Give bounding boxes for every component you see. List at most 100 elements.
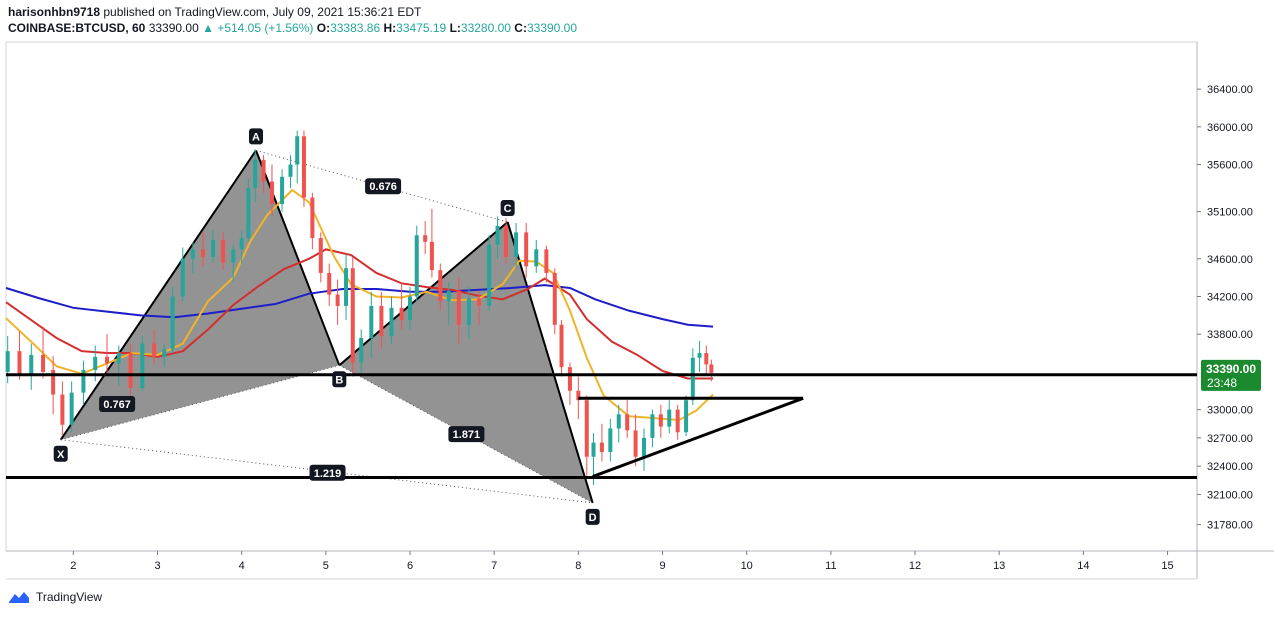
last-price: 33390.00 [148, 21, 199, 35]
pattern-point-b-bg [332, 371, 347, 388]
candle-body [140, 343, 145, 388]
candle-body [288, 164, 293, 177]
last-price-tag-countdown: 23:48 [1207, 376, 1237, 390]
ratio-label: 0.767 [103, 399, 131, 411]
candle-body [17, 351, 22, 376]
candle-body [93, 356, 98, 371]
price-tick-label: 33800.00 [1207, 329, 1253, 341]
candle-body [446, 290, 451, 302]
candle-body [105, 356, 110, 364]
candle-body [466, 298, 471, 325]
candle-body [5, 351, 10, 372]
candle-body [128, 353, 133, 388]
candle-body [318, 238, 323, 273]
candle-body [200, 249, 205, 257]
price-tick-label: 32400.00 [1207, 461, 1253, 473]
candle-body [625, 414, 630, 431]
candle-body [280, 176, 285, 205]
candle-body [608, 428, 613, 453]
high-label: H: [383, 21, 397, 35]
candle-body [152, 343, 157, 357]
pattern-point-a: A [252, 131, 260, 143]
candle-body [246, 188, 251, 239]
candle-body [408, 296, 413, 321]
candle-body [552, 272, 557, 325]
brand-name: TradingView [36, 590, 103, 604]
close-value: 33390.00 [526, 21, 578, 35]
time-tick-label: 5 [323, 560, 329, 572]
pattern-point-c-bg [500, 200, 515, 217]
pattern-ratio-line-0 [60, 364, 340, 441]
price-tick-label: 31780.00 [1207, 520, 1253, 532]
candle-body [335, 294, 340, 306]
pattern-leg-3 [506, 221, 594, 504]
candle-body [423, 235, 428, 242]
price-tick-label: 36400.00 [1207, 84, 1253, 96]
candle-body [359, 337, 364, 363]
open-value: 33383.86 [330, 21, 381, 35]
time-tick-label: 10 [741, 560, 753, 572]
pattern-point-d-bg [585, 508, 600, 525]
tradingview-logo-icon [9, 592, 29, 603]
ratio-label: 1.219 [314, 468, 342, 480]
price-chart[interactable]: X A B C D 0.676 0.767 1.871 1.219 36400.00 36000.… [0, 0, 1274, 590]
candle-body [389, 307, 394, 337]
candle-body [379, 305, 384, 337]
candle-body [544, 249, 549, 273]
candle-body [327, 272, 332, 295]
candle-body [231, 249, 236, 263]
candle-body [616, 414, 621, 429]
symbol-label[interactable]: COINBASE:BTCUSD, 60 [8, 21, 146, 35]
candle-body [60, 394, 65, 425]
low-label: L: [449, 21, 461, 35]
author-name[interactable]: harisonhbn9718 [8, 5, 101, 19]
candle-body [369, 305, 374, 338]
publish-line: harisonhbn9718 published on TradingView.… [8, 4, 577, 20]
time-tick-label: 8 [575, 560, 581, 572]
pattern-leg-0 [59, 149, 257, 441]
candle-body [534, 249, 539, 267]
candle-body [190, 249, 195, 259]
time-tick-label: 13 [993, 560, 1005, 572]
ema-mid-line [5, 248, 714, 380]
candle-body [180, 258, 185, 297]
price-tick-label: 34200.00 [1207, 292, 1253, 304]
pattern-point-d: D [589, 512, 597, 524]
price-change: ▲ +514.05 (+1.56%) [202, 21, 314, 35]
candle-body [697, 353, 702, 358]
drawing-lines[interactable] [6, 373, 1197, 479]
pattern-leg-2 [338, 221, 509, 367]
published-text: published on TradingView.com, July 09, 2… [103, 5, 422, 19]
time-axis[interactable]: 2 3 4 5 6 7 8 9 10 11 12 13 14 15 [70, 551, 1174, 572]
candle-body [261, 159, 266, 182]
price-tick-label: 36000.00 [1207, 122, 1253, 134]
time-tick-label: 2 [70, 560, 76, 572]
candle-body [559, 324, 564, 368]
candle-body [567, 367, 572, 391]
close-label: C: [514, 21, 527, 35]
candle-body [41, 354, 46, 372]
last-price-tag-value: 33390.00 [1206, 362, 1256, 376]
price-tick-label: 32700.00 [1207, 433, 1253, 445]
time-tick-label: 6 [407, 560, 413, 572]
candle-body [269, 181, 274, 205]
ratio-label-bg [99, 395, 136, 412]
candle-body [704, 353, 709, 365]
candle-body [69, 392, 74, 425]
pattern-point-a-bg [248, 128, 263, 145]
candle-body [667, 409, 672, 427]
time-tick-label: 9 [659, 560, 665, 572]
pattern-point-x-bg [53, 445, 68, 462]
pattern-leg-1 [255, 150, 341, 366]
candle-body [310, 197, 315, 239]
candle-body [675, 409, 680, 433]
footer-brand[interactable]: TradingView [8, 590, 102, 604]
candle-body [456, 290, 461, 325]
candle-body [709, 364, 714, 373]
candle-body [438, 270, 443, 302]
candle-body [414, 235, 419, 297]
candle-body [399, 307, 404, 321]
time-tick-label: 4 [239, 560, 245, 572]
price-axis[interactable]: 36400.00 36000.00 35600.00 35100.00 34600.00… [1197, 84, 1253, 532]
candle-body [584, 400, 589, 457]
